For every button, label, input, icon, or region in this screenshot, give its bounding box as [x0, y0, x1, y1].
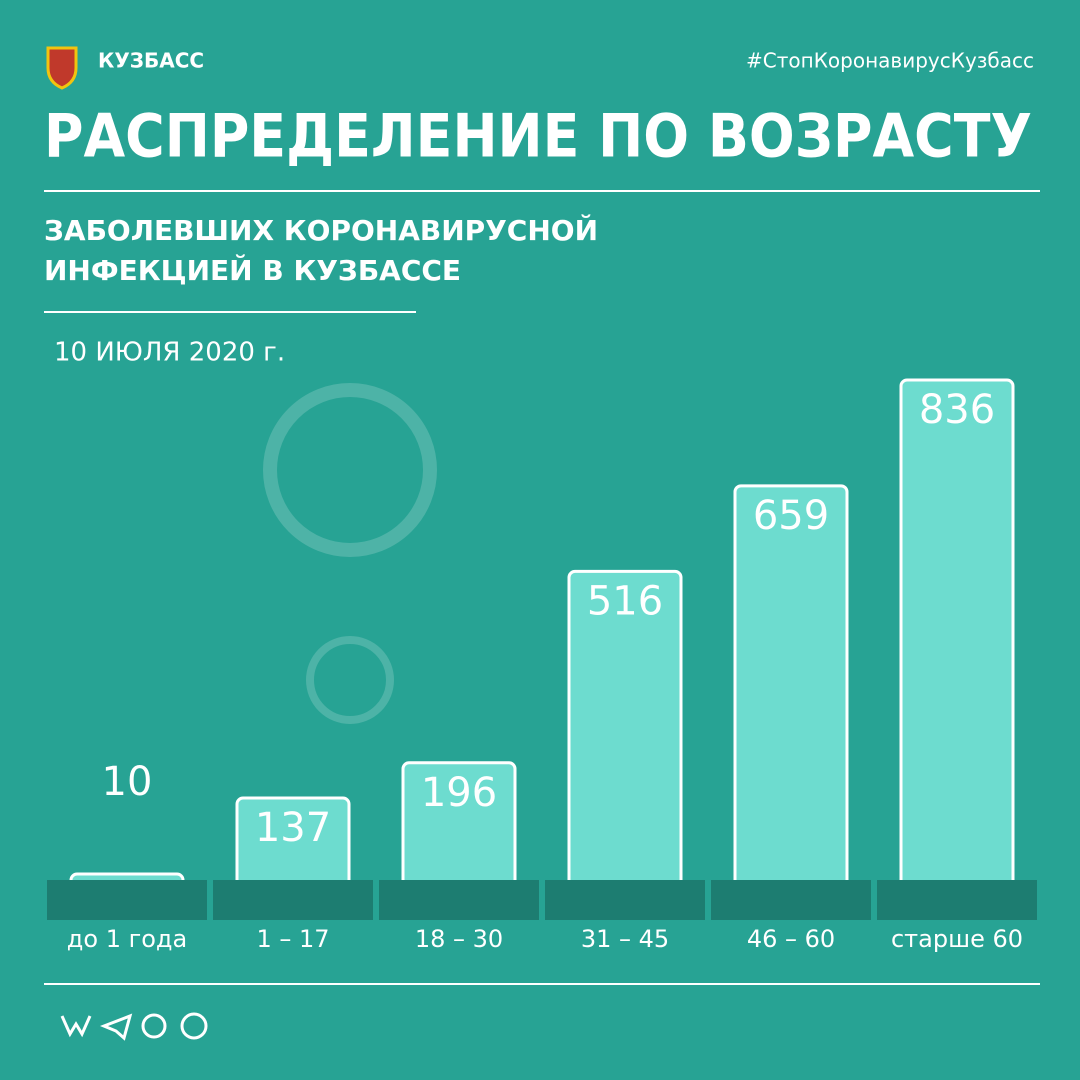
virus-decoration [263, 383, 437, 724]
social-icons [60, 1012, 208, 1041]
x-tick-label: 18 – 30 [415, 925, 503, 953]
value-label: 659 [753, 493, 829, 539]
base-strip [213, 880, 373, 920]
base-strip [47, 880, 207, 920]
value-label: 516 [587, 578, 663, 624]
x-tick-label: старше 60 [891, 925, 1023, 953]
chart-title: РАСПРЕДЕЛЕНИЕ ПО ВОЗРАСТУ [44, 102, 1032, 172]
bar [733, 484, 849, 892]
coat-of-arms [46, 46, 78, 90]
value-label: 137 [255, 805, 331, 851]
x-tick-label: 31 – 45 [581, 925, 669, 953]
base-strip [545, 880, 705, 920]
date: 10 ИЮЛЯ 2020 г. [54, 338, 285, 368]
value-label: 10 [102, 759, 153, 805]
base-strip [379, 880, 539, 920]
bar [899, 378, 1015, 892]
x-tick-label: до 1 года [67, 925, 187, 953]
value-label: 836 [919, 387, 995, 433]
value-label: 196 [421, 770, 497, 816]
x-tick-label: 1 – 17 [256, 925, 329, 953]
subtitle-line: ЗАБОЛЕВШИХ КОРОНАВИРУСНОЙ [44, 213, 598, 247]
x-tick-label: 46 – 60 [747, 925, 835, 953]
base-strip [877, 880, 1037, 920]
hashtag: #СтопКоронавирусКузбасс [746, 49, 1034, 73]
subtitle-line: ИНФЕКЦИЕЙ В КУЗБАССЕ [44, 253, 461, 287]
brand: КУЗБАСС [98, 49, 204, 73]
base-strip [711, 880, 871, 920]
